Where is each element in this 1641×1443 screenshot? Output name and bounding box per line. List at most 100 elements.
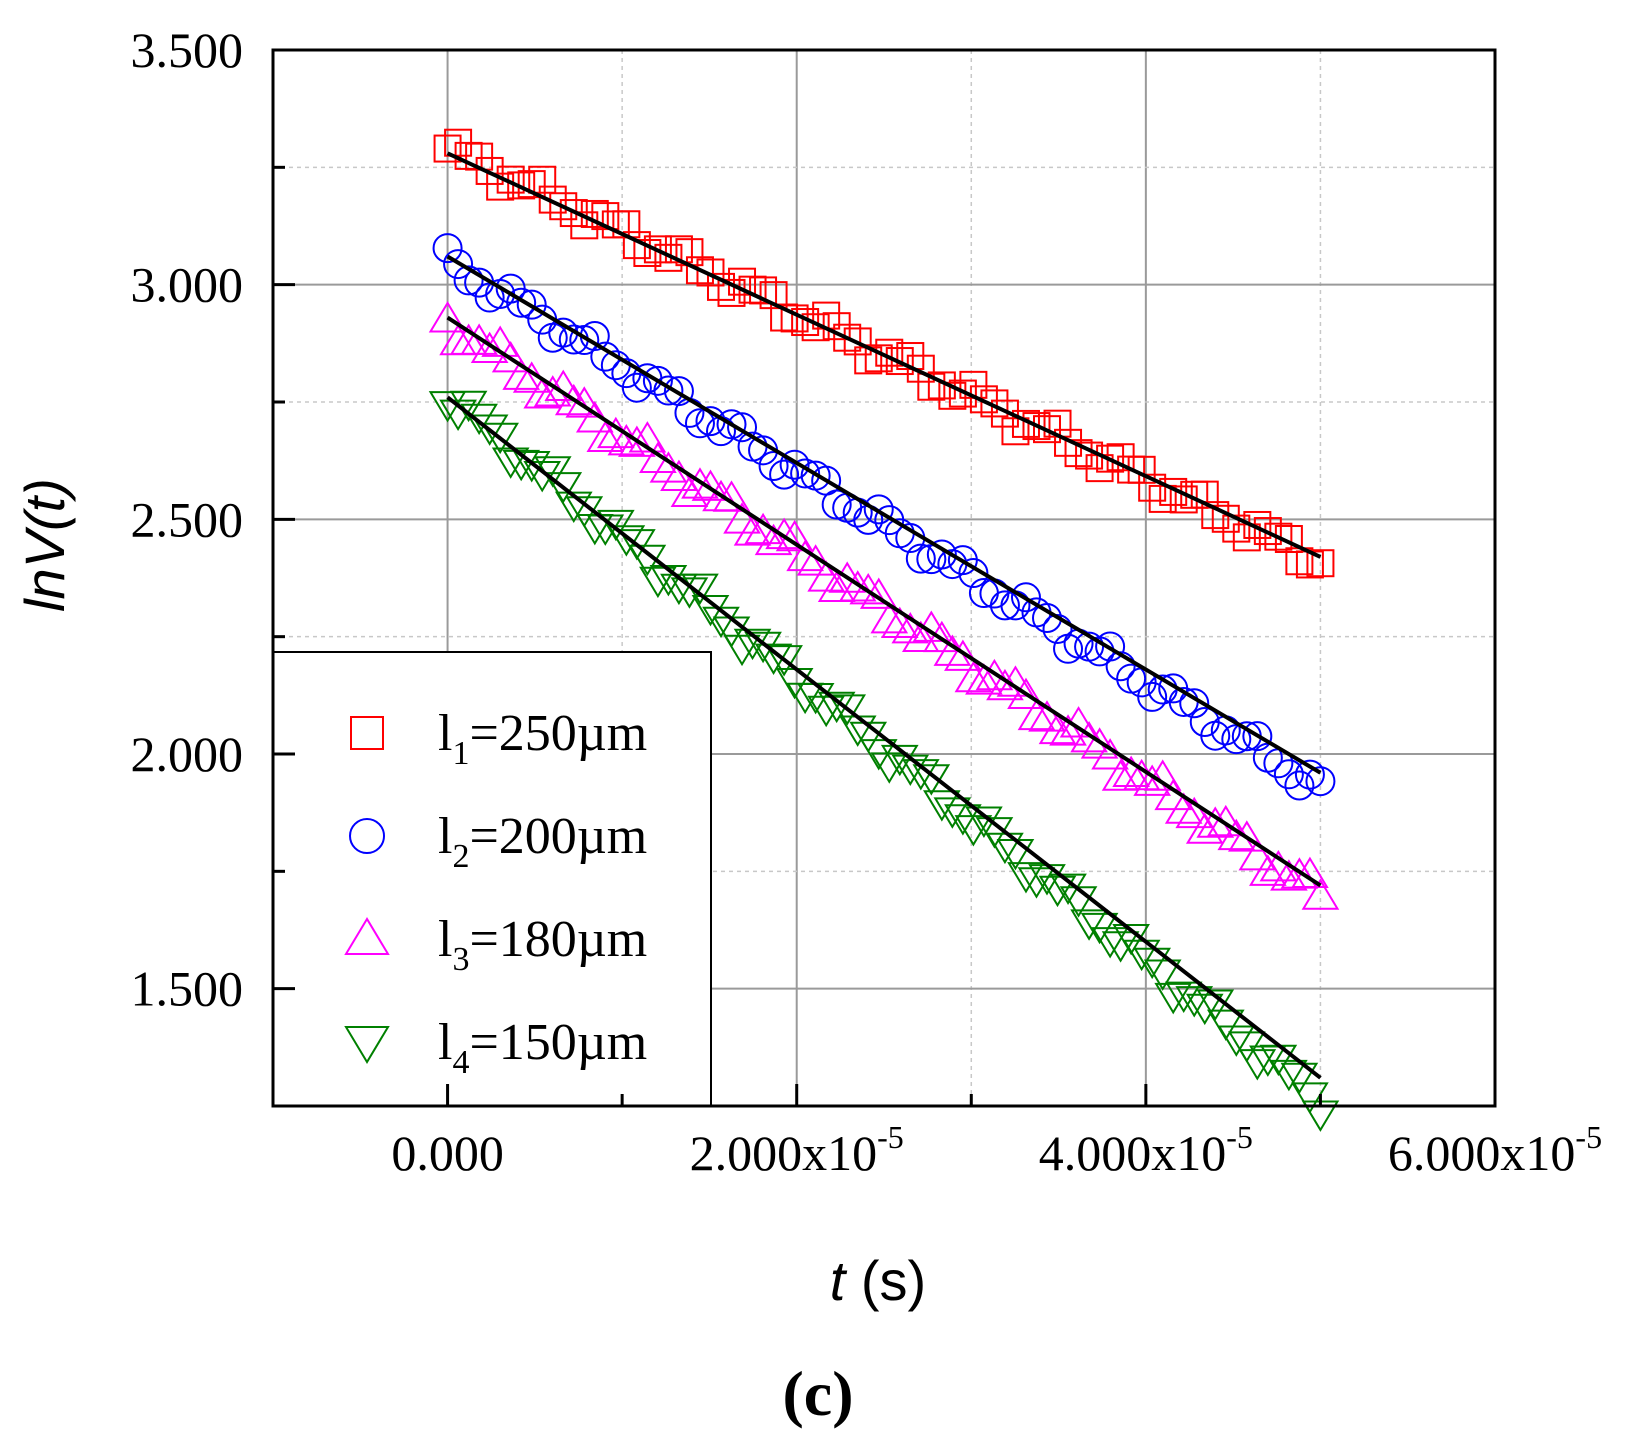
legend-label-sub: 4 [452,1044,469,1081]
data-point [923,620,961,653]
data-point [653,375,684,406]
data-point [506,287,537,318]
data-point [470,414,509,446]
data-point [905,543,936,574]
data-point [849,721,888,754]
data-point [1270,1059,1308,1092]
y-tick-label: 2.500 [131,491,244,547]
x-tick-label: 6.000x10-5 [1388,1119,1602,1181]
y-axis-arg: (t) [13,478,76,531]
data-point [754,523,793,556]
data-point [891,612,930,644]
data-point [917,372,946,401]
plot-frame [271,48,1497,1108]
data-point [1164,981,1203,1014]
data-point [870,752,909,784]
data-point [621,372,652,403]
data-point [1206,804,1245,837]
data-point [933,797,972,829]
data-point [801,313,830,342]
legend-label-sub: 3 [452,941,469,978]
data-point [828,694,867,726]
x-tick-exponent: -5 [1226,1119,1253,1155]
data-point [544,472,583,504]
legend-label-rest: =200µm [469,808,647,865]
data-point [685,256,714,285]
data-point [660,573,698,606]
data-point [586,514,625,546]
x-tick-mantissa: 0.000 [391,1125,504,1181]
data-point [791,308,820,337]
panel-label: (c) [782,1358,853,1429]
data-point [528,165,557,194]
y-tick-label: 3.000 [131,257,244,313]
data-point [1001,417,1030,446]
fit-line [446,315,1322,888]
series-1 [433,128,1335,579]
data-point [1049,714,1087,746]
legend-label-main: l [438,1014,452,1071]
axis-ticks [273,48,1497,1106]
data-point [833,323,862,352]
x-tick-exponent: -5 [877,1119,904,1155]
data-point [838,570,877,602]
data-point [460,403,498,436]
series-4 [428,390,1340,1132]
data-point [649,565,688,597]
data-point [554,491,593,523]
data-point [591,202,620,231]
data-point [1227,820,1266,852]
data-point [470,331,509,363]
data-point [965,663,1003,695]
x-axis-unit: (s) [845,1249,926,1312]
data-point [990,399,1019,428]
data-point [486,172,515,201]
data-point [927,371,956,400]
data-point [1105,651,1136,682]
data-point [969,385,998,414]
data-point [1273,759,1304,790]
data-point [1238,839,1277,871]
data-point [439,399,477,432]
legend-label-main: l [438,705,452,762]
data-point [502,358,541,390]
data-point [684,408,715,439]
data-point [1010,582,1041,613]
data-point [696,258,725,287]
legend-label: l1=250µm [438,705,647,772]
data-point [954,815,993,847]
data-point [618,529,656,561]
data-point [880,606,919,639]
data-point [717,278,746,307]
legend-marker [349,818,385,854]
x-tick-label: 4.000x10-5 [1039,1119,1253,1181]
data-point [1306,549,1335,578]
data-point [1291,1082,1329,1114]
data-point [1159,477,1188,506]
data-point [654,243,683,272]
data-point [749,276,778,305]
data-point [475,156,504,185]
data-point [549,192,578,221]
data-point [944,639,982,671]
data-point [1042,613,1073,644]
x-tick-mantissa: 4.000x10 [1039,1125,1227,1181]
data-point [1305,766,1336,797]
data-point [779,449,810,480]
data-point [1070,909,1108,941]
data-point [870,602,909,634]
data-point [1143,959,1182,991]
data-point [1175,796,1214,829]
data-point [1007,677,1045,710]
data-point [901,620,940,652]
y-axis-title: lnV(t) [13,478,76,612]
legend-marker [344,1026,390,1064]
data-point [948,379,977,408]
data-point [1154,982,1193,1015]
data-point [733,514,772,546]
y-tick-label: 2.000 [131,726,244,782]
data-point [481,325,519,357]
data-point [453,265,484,296]
legend-label-rest: =180µm [469,911,647,968]
